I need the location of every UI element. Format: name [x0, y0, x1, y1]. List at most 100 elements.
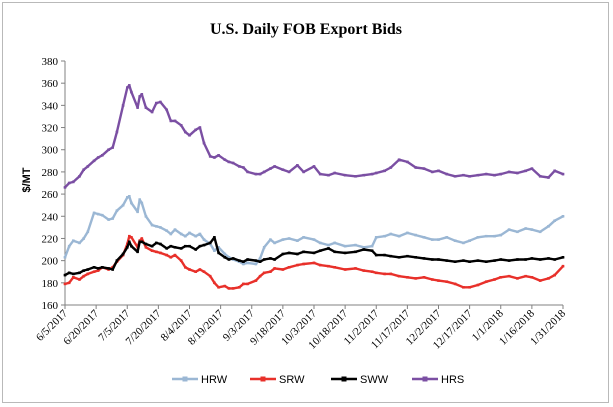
y-tick-label: 200 — [42, 256, 59, 268]
data-point-sww — [144, 242, 148, 246]
data-point-srw — [343, 268, 347, 271]
y-tick-label: 340 — [42, 100, 59, 112]
data-point-hrw — [155, 225, 158, 228]
data-point-hrw — [242, 262, 245, 266]
data-point-sww — [194, 248, 197, 251]
data-point-srw — [217, 286, 220, 289]
data-point-sww — [126, 246, 129, 249]
data-point-sww — [242, 260, 245, 263]
y-tick-label: 300 — [42, 145, 59, 157]
data-point-hrs — [213, 156, 216, 159]
y-tick-label: 320 — [42, 123, 59, 135]
data-point-hrw — [414, 233, 417, 237]
data-point-sww — [507, 259, 511, 262]
data-point-srw — [130, 236, 133, 239]
data-point-sww — [155, 241, 158, 245]
data-point-hrs — [173, 119, 177, 123]
data-point-hrw — [296, 239, 299, 242]
data-point-hrs — [111, 146, 114, 149]
legend-marker-srw — [260, 376, 266, 382]
data-point-srw — [524, 274, 527, 278]
data-point-srw — [86, 272, 90, 276]
data-point-sww — [184, 244, 187, 248]
data-point-srw — [397, 274, 401, 278]
y-tick-label: 240 — [42, 211, 59, 223]
data-point-hrw — [111, 217, 114, 220]
data-point-srw — [553, 273, 556, 277]
data-point-sww — [343, 251, 347, 255]
data-point-sww — [67, 271, 71, 275]
data-point-srw — [327, 264, 330, 268]
data-point-srw — [96, 269, 100, 272]
data-point-sww — [223, 256, 227, 259]
data-point-sww — [302, 250, 305, 254]
data-point-hrw — [397, 234, 401, 238]
data-point-hrs — [107, 148, 110, 151]
data-point-hrw — [78, 241, 81, 245]
chart-frame — [2, 2, 609, 403]
data-point-sww — [82, 269, 85, 272]
data-point-hrw — [184, 234, 187, 238]
data-point-hrw — [269, 238, 272, 241]
data-point-hrs — [217, 154, 220, 157]
data-point-hrw — [468, 239, 471, 242]
data-point-hrw — [254, 262, 258, 266]
data-point-hrw — [165, 229, 168, 232]
data-point-sww — [389, 254, 393, 258]
data-point-hrs — [499, 172, 502, 176]
data-point-srw — [453, 282, 457, 286]
data-point-hrw — [343, 244, 347, 248]
y-tick-label: 220 — [42, 233, 59, 245]
data-point-srw — [273, 267, 276, 270]
data-point-srw — [128, 234, 131, 238]
data-point-sww — [101, 266, 104, 269]
data-point-hrw — [374, 236, 378, 239]
data-point-srw — [493, 278, 496, 281]
data-point-hrw — [144, 215, 148, 218]
data-point-srw — [82, 274, 85, 278]
data-point-hrs — [287, 170, 291, 174]
data-point-sww — [538, 258, 542, 261]
data-point-sww — [354, 250, 357, 254]
data-point-srw — [476, 283, 480, 287]
data-point-hrs — [453, 175, 457, 178]
legend-label-sww: SWW — [360, 374, 389, 386]
data-point-hrs — [144, 106, 148, 109]
data-point-sww — [296, 252, 299, 256]
data-point-hrw — [422, 236, 426, 239]
data-point-hrs — [318, 172, 322, 176]
data-point-hrw — [128, 195, 131, 198]
data-point-sww — [150, 244, 154, 248]
data-point-hrw — [159, 226, 162, 229]
data-point-sww — [115, 259, 119, 262]
data-point-hrw — [198, 232, 202, 236]
data-point-srw — [370, 270, 374, 273]
data-point-sww — [431, 258, 434, 261]
data-point-srw — [269, 270, 272, 273]
data-point-srw — [231, 287, 235, 290]
data-point-hrw — [82, 237, 85, 240]
data-point-hrs — [422, 167, 426, 170]
data-point-srw — [202, 270, 206, 273]
data-point-srw — [362, 269, 366, 272]
data-point-sww — [78, 271, 81, 275]
data-point-srw — [72, 276, 75, 279]
data-point-hrs — [115, 130, 119, 134]
data-point-sww — [169, 244, 173, 248]
legend-label-hrs: HRS — [441, 374, 464, 386]
data-point-hrw — [547, 225, 550, 228]
data-point-hrs — [165, 108, 168, 112]
data-point-srw — [561, 264, 565, 268]
data-point-srw — [169, 256, 173, 259]
data-point-srw — [499, 276, 502, 279]
data-point-sww — [273, 258, 276, 261]
data-point-sww — [476, 259, 480, 262]
data-point-hrw — [107, 218, 110, 221]
x-ticks: 6/5/20176/20/20177/5/20177/20/20178/4/20… — [34, 305, 568, 352]
data-point-sww — [524, 258, 527, 261]
data-point-hrs — [397, 158, 401, 161]
data-point-hrs — [493, 173, 496, 177]
data-point-hrs — [312, 165, 316, 168]
data-point-sww — [138, 240, 141, 244]
